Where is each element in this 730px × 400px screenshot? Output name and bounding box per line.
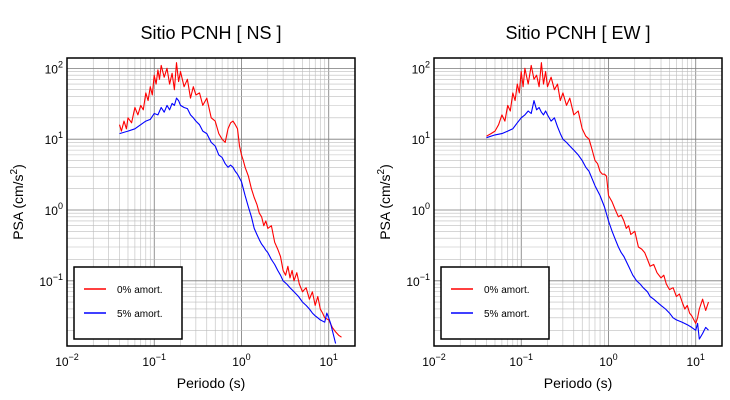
x-tick-label: 10−1 (142, 352, 166, 369)
legend-label-1: 5% amort. (117, 309, 163, 320)
plot-frame (433, 57, 723, 347)
legend-box (73, 266, 183, 340)
chart-title: Sitio PCNH [ NS ] (140, 23, 281, 43)
x-tick-label: 101 (320, 352, 338, 369)
x-axis-label: Periodo (s) (177, 375, 245, 391)
x-tick-label: 100 (599, 352, 617, 369)
x-tick-label: 10−1 (509, 352, 533, 369)
x-tick-label: 10−2 (422, 352, 446, 369)
x-tick-label: 101 (687, 352, 705, 369)
series-line-1 (119, 97, 337, 344)
legend-label-0: 0% amort. (117, 285, 163, 296)
legend-label-1: 5% amort. (484, 309, 530, 320)
x-axis-label: Periodo (s) (544, 375, 612, 391)
y-tick-label: 10−1 (406, 272, 430, 289)
y-tick-label: 101 (45, 130, 63, 147)
chart-panel-0: 10−2 10−1 100 101 10−1 100 101 102 Sitio PCNH [ … (9, 23, 356, 391)
chart-title: Sitio PCNH [ EW ] (505, 23, 650, 43)
grid-lines (433, 58, 723, 346)
y-tick-label: 101 (412, 130, 430, 147)
y-tick-label: 10−1 (39, 272, 63, 289)
legend: 0% amort. 5% amort. (440, 266, 550, 340)
plot-frame (66, 57, 356, 347)
chart-panel-1: 10−2 10−1 100 101 10−1 100 101 102 Sitio PCNH [ … (376, 23, 723, 391)
y-tick-label: 102 (45, 59, 63, 76)
series-line-0 (486, 62, 710, 324)
legend-label-0: 0% amort. (484, 285, 530, 296)
series-line-0 (118, 62, 342, 338)
series-line-1 (486, 100, 709, 340)
y-axis-label: PSA (cm/s2) (9, 164, 26, 240)
y-tick-label: 100 (45, 201, 63, 218)
x-tick-label: 10−2 (55, 352, 79, 369)
x-tick-label: 100 (232, 352, 250, 369)
y-tick-label: 100 (412, 201, 430, 218)
y-axis-label: PSA (cm/s2) (376, 164, 393, 240)
grid-lines (66, 58, 356, 346)
y-tick-label: 102 (412, 59, 430, 76)
legend: 0% amort. 5% amort. (73, 266, 183, 340)
legend-box (440, 266, 550, 340)
